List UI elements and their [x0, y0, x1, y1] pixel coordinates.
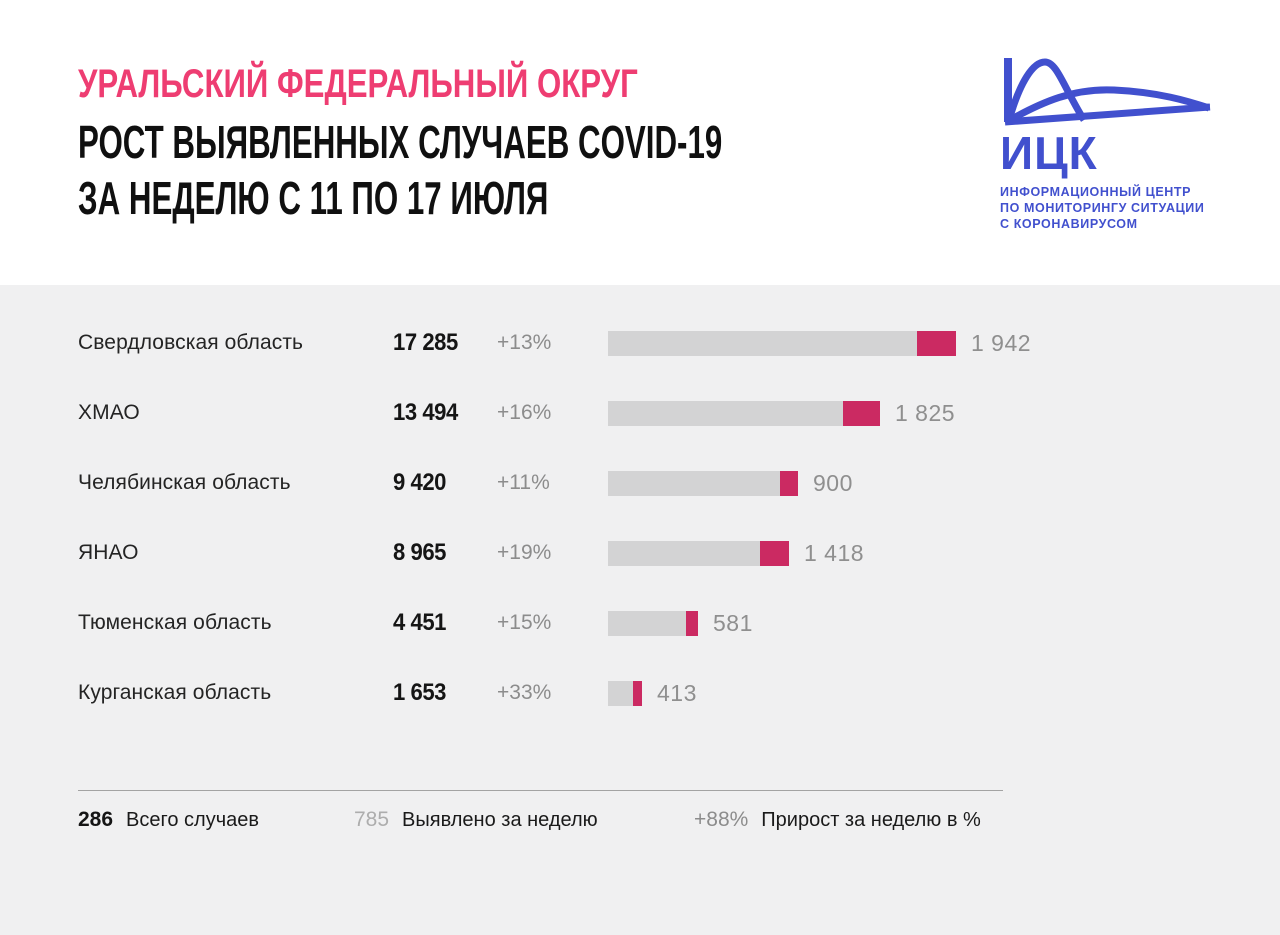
bar: 581 — [608, 610, 1010, 637]
legend-percent-label: Прирост за неделю в % — [761, 809, 981, 831]
rows: Свердловская область 17 285 +13% 1 942 Х… — [78, 308, 1031, 728]
total-cases-value: 4 451 — [393, 609, 446, 636]
district-title-text: УРАЛЬСКИЙ ФЕДЕРАЛЬНЫЙ ОКРУГ — [78, 62, 638, 106]
weekly-cases-value: 1 942 — [971, 329, 1032, 356]
weekly-growth-percent: +19% — [497, 541, 552, 564]
region-label: Курганская область — [78, 681, 272, 704]
total-cases-value: 1 653 — [393, 679, 446, 706]
bar-total-segment — [608, 330, 917, 356]
district-title: УРАЛЬСКИЙ ФЕДЕРАЛЬНЫЙ ОКРУГ — [78, 64, 1025, 104]
total-cases-value: 9 420 — [393, 469, 446, 496]
bar-weekly-segment — [760, 540, 789, 566]
legend-weekly-label: Выявлено за неделю — [402, 809, 598, 831]
legend-item-weekly: 785 Выявлено за неделю — [354, 808, 694, 832]
bar-total-segment — [608, 610, 686, 636]
weekly-growth-percent: +16% — [497, 401, 552, 424]
bar-total-segment — [608, 540, 760, 566]
logo-subtitle: ИНФОРМАЦИОННЫЙ ЦЕНТР ПО МОНИТОРИНГУ СИТУ… — [1000, 184, 1230, 232]
table-row: ХМАО 13 494 +16% 1 825 — [78, 378, 1010, 448]
legend-item-total: 286 Всего случаев — [78, 808, 354, 832]
page-title-line1: РОСТ ВЫЯВЛЕННЫХ СЛУЧАЕВ COVID-19 — [78, 116, 723, 168]
table-row: Свердловская область 17 285 +13% 1 942 — [78, 308, 1031, 378]
legend-percent-value: +88% — [694, 808, 749, 831]
table-row: Тюменская область 4 451 +15% 581 — [78, 588, 1010, 658]
legend-weekly-value: 785 — [354, 808, 390, 831]
total-cases-cell: 17 285 — [393, 329, 497, 357]
weekly-cases-value: 900 — [813, 469, 853, 496]
bar-weekly-segment — [780, 470, 798, 496]
weekly-growth-percent: +13% — [497, 331, 552, 354]
bar-weekly-segment — [917, 330, 956, 356]
chart-panel: Свердловская область 17 285 +13% 1 942 Х… — [0, 285, 1280, 935]
page-title-line2: ЗА НЕДЕЛЮ С 11 ПО 17 ИЮЛЯ — [78, 172, 549, 224]
legend-total-value: 286 — [78, 808, 114, 831]
bar: 1 418 — [608, 540, 1010, 567]
bar: 1 825 — [608, 400, 1010, 427]
weekly-growth-percent: +33% — [497, 681, 552, 704]
total-cases-cell: 4 451 — [393, 609, 497, 637]
legend-total-label: Всего случаев — [126, 809, 260, 831]
ick-logo: ИЦК ИНФОРМАЦИОННЫЙ ЦЕНТР ПО МОНИТОРИНГУ … — [1000, 54, 1230, 232]
page-title: РОСТ ВЫЯВЛЕННЫХ СЛУЧАЕВ COVID-19 ЗА НЕДЕ… — [78, 114, 1025, 226]
bar: 1 942 — [608, 330, 1031, 357]
weekly-cases-value: 1 418 — [804, 539, 865, 566]
total-cases-value: 17 285 — [393, 329, 458, 356]
total-cases-cell: 9 420 — [393, 469, 497, 497]
bar-total-segment — [608, 680, 633, 706]
total-cases-cell: 1 653 — [393, 679, 497, 707]
logo-subtitle-line2: ПО МОНИТОРИНГУ СИТУАЦИИ — [1000, 201, 1205, 215]
header: УРАЛЬСКИЙ ФЕДЕРАЛЬНЫЙ ОКРУГ РОСТ ВЫЯВЛЕН… — [78, 64, 1025, 226]
chart-content: Свердловская область 17 285 +13% 1 942 Х… — [78, 285, 1031, 832]
flatten-the-curve-icon — [1000, 54, 1230, 126]
weekly-cases-value: 581 — [713, 609, 753, 636]
legend: 286 Всего случаев 785 Выявлено за неделю… — [78, 808, 1010, 832]
bar-weekly-segment — [843, 400, 880, 426]
total-cases-value: 13 494 — [393, 399, 458, 426]
region-label: ЯНАО — [78, 541, 139, 564]
bar: 413 — [608, 680, 1010, 707]
bar: 900 — [608, 470, 1010, 497]
logo-subtitle-line3: С КОРОНАВИРУСОМ — [1000, 217, 1138, 231]
weekly-growth-percent: +11% — [497, 471, 550, 494]
legend-item-percent: +88% Прирост за неделю в % — [694, 808, 981, 832]
bar-total-segment — [608, 470, 780, 496]
total-cases-cell: 8 965 — [393, 539, 497, 567]
weekly-cases-value: 413 — [657, 679, 697, 706]
bar-weekly-segment — [686, 610, 698, 636]
weekly-cases-value: 1 825 — [895, 399, 956, 426]
table-row: Челябинская область 9 420 +11% 900 — [78, 448, 1010, 518]
region-label: ХМАО — [78, 401, 140, 424]
weekly-growth-percent: +15% — [497, 611, 552, 634]
bar-weekly-segment — [633, 680, 642, 706]
logo-abbreviation: ИЦК — [1000, 127, 1098, 179]
bar-total-segment — [608, 400, 843, 426]
legend-divider — [78, 790, 1003, 791]
table-row: ЯНАО 8 965 +19% 1 418 — [78, 518, 1010, 588]
table-row: Курганская область 1 653 +33% 413 — [78, 658, 1010, 728]
region-label: Свердловская область — [78, 331, 304, 354]
region-label: Челябинская область — [78, 471, 291, 494]
logo-subtitle-line1: ИНФОРМАЦИОННЫЙ ЦЕНТР — [1000, 185, 1192, 199]
total-cases-cell: 13 494 — [393, 399, 497, 427]
region-label: Тюменская область — [78, 611, 272, 634]
total-cases-value: 8 965 — [393, 539, 446, 566]
